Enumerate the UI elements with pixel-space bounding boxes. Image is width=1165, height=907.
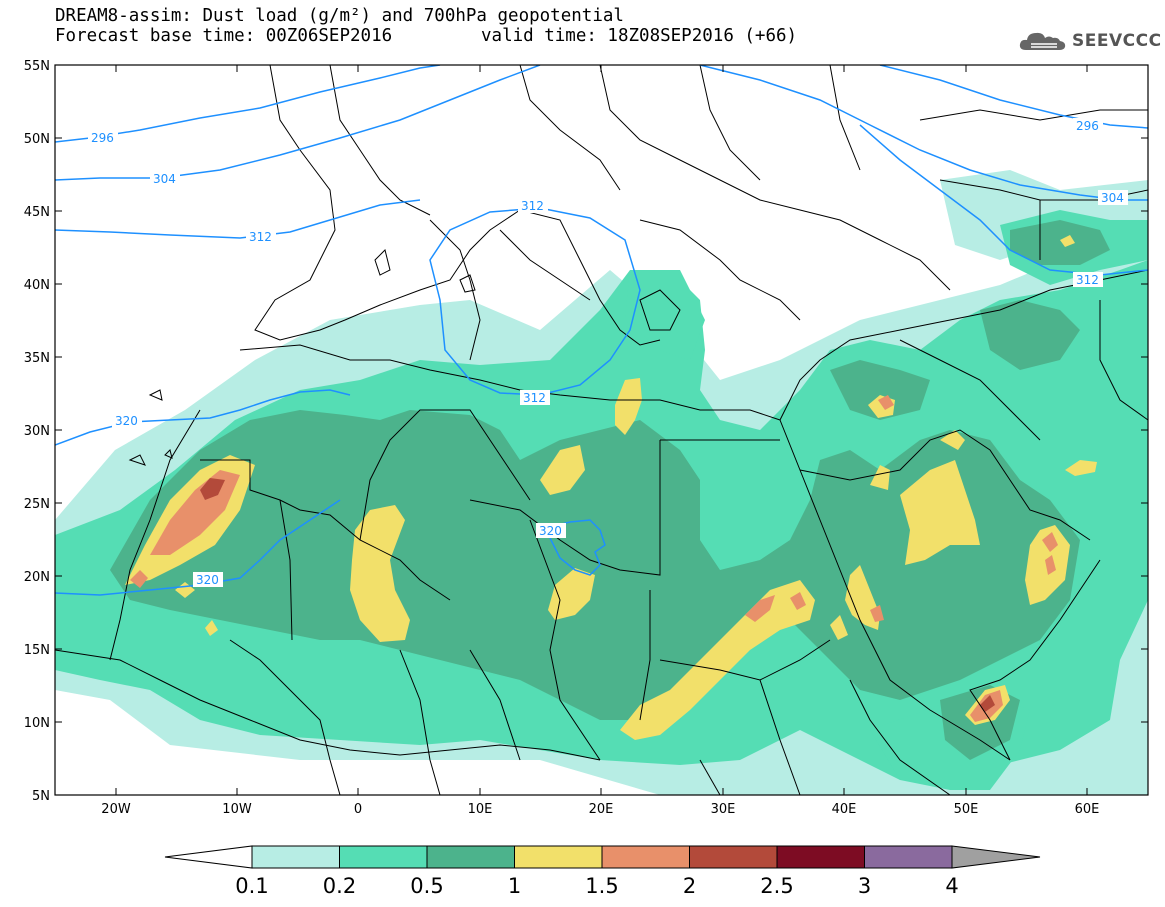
lon-label-0: 0	[354, 802, 362, 817]
lat-label-30n: 30N	[24, 424, 50, 439]
colorbar-swatch-6	[776, 845, 865, 869]
colorbar-under-arrow	[164, 845, 253, 869]
colorbar-swatch-5	[689, 845, 778, 869]
colorbar-swatch-0	[251, 845, 340, 869]
contour-label-320-atlantic: 320	[115, 414, 138, 428]
colorbar-label-0.5: 0.5	[410, 874, 443, 898]
contour-label-296-west: 296	[91, 131, 114, 145]
colorbar-label-2: 2	[683, 874, 696, 898]
lat-label-35n: 35N	[24, 351, 50, 366]
colorbar-label-0.1: 0.1	[235, 874, 268, 898]
colorbar-label-2.5: 2.5	[760, 874, 793, 898]
colorbar-swatch-1	[339, 845, 428, 869]
colorbar-swatch-3	[514, 845, 603, 869]
lat-label-25n: 25N	[24, 497, 50, 512]
lon-label-20w: 20W	[101, 802, 131, 817]
contour-label-312-east: 312	[1076, 273, 1099, 287]
colorbar-swatch-2	[426, 845, 515, 869]
lon-label-20e: 20E	[589, 802, 614, 817]
contour-label-320-chad: 320	[539, 524, 562, 538]
logo-text: SEEVCCC	[1072, 31, 1162, 51]
lon-label-10w: 10W	[222, 802, 252, 817]
seevccc-logo: SEEVCCC	[1018, 28, 1162, 54]
contour-label-304-east: 304	[1101, 191, 1124, 205]
chart-title: DREAM8-assim: Dust load (g/m²) and 700hP…	[55, 6, 624, 26]
colorbar-over-arrow	[951, 845, 1041, 869]
lat-label-10n: 10N	[24, 716, 50, 731]
lon-label-10e: 10E	[468, 802, 493, 817]
colorbar-label-1.5: 1.5	[585, 874, 618, 898]
valid-time: valid time: 18Z08SEP2016 (+66)	[481, 26, 798, 46]
lat-label-15n: 15N	[24, 643, 50, 658]
contour-label-312-med: 312	[523, 391, 546, 405]
colorbar-swatch-7	[864, 845, 953, 869]
colorbar: 0.1 0.2 0.5 1 1.5 2 2.5 3 4	[164, 845, 1041, 898]
forecast-base-time: Forecast base time: 00Z06SEP2016	[55, 26, 393, 46]
lat-label-50n: 50N	[24, 132, 50, 147]
lat-label-20n: 20N	[24, 570, 50, 585]
dust-shading-2	[200, 478, 995, 712]
colorbar-label-4: 4	[945, 874, 958, 898]
colorbar-label-1: 1	[508, 874, 521, 898]
lon-label-40e: 40E	[832, 802, 857, 817]
lon-label-50e: 50E	[954, 802, 979, 817]
contour-label-312-west: 312	[249, 230, 272, 244]
contour-labels: 296 304 312 312 312 320 320 320 296 304 …	[88, 118, 1128, 587]
latitude-labels: 55N 50N 45N 40N 35N 30N 25N 20N 15N 10N …	[24, 59, 50, 804]
coastlines-borders	[55, 65, 1148, 795]
cloud-icon	[1019, 32, 1066, 50]
lat-label-45n: 45N	[24, 205, 50, 220]
colorbar-label-0.2: 0.2	[323, 874, 356, 898]
map-plot-area: 296 304 312 312 312 320 320 320 296 304 …	[55, 65, 1148, 795]
lon-label-60e: 60E	[1075, 802, 1100, 817]
lon-label-30e: 30E	[711, 802, 736, 817]
lat-label-40n: 40N	[24, 278, 50, 293]
contour-label-320-west: 320	[196, 573, 219, 587]
contour-label-312-italy: 312	[521, 199, 544, 213]
colorbar-swatch-4	[601, 845, 690, 869]
longitude-labels: 20W 10W 0 10E 20E 30E 40E 50E 60E	[101, 802, 1099, 817]
contour-label-304-west: 304	[153, 172, 176, 186]
axis-ticks	[55, 64, 1148, 796]
colorbar-label-3: 3	[858, 874, 871, 898]
contour-label-296-east: 296	[1076, 119, 1099, 133]
lat-label-5n: 5N	[32, 789, 50, 804]
lat-label-55n: 55N	[24, 59, 50, 74]
